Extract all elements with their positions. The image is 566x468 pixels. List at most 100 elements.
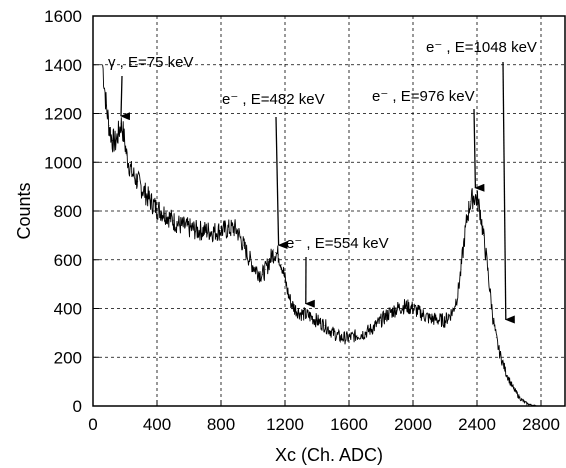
data-point bbox=[372, 327, 374, 329]
annotation-label: e⁻ , E=976 keV bbox=[372, 88, 475, 105]
data-point bbox=[143, 191, 145, 192]
data-point bbox=[204, 230, 206, 231]
data-point bbox=[278, 254, 279, 256]
x-axis-title: Xc (Ch. ADC) bbox=[275, 445, 383, 465]
annotation-label: e⁻ , E=1048 keV bbox=[426, 39, 537, 56]
data-point bbox=[196, 230, 198, 231]
data-point bbox=[156, 208, 158, 209]
data-point bbox=[212, 231, 214, 233]
data-point bbox=[527, 403, 529, 405]
data-point bbox=[452, 310, 454, 312]
y-tick-label: 1400 bbox=[44, 56, 82, 75]
annotation-label: e⁻ , E=554 keV bbox=[286, 235, 389, 252]
data-point bbox=[275, 252, 276, 253]
data-point bbox=[287, 293, 289, 295]
data-point bbox=[123, 132, 124, 134]
data-point bbox=[284, 278, 286, 280]
data-point bbox=[262, 273, 263, 275]
data-point bbox=[268, 261, 270, 263]
y-tick-label: 0 bbox=[73, 397, 82, 416]
data-point bbox=[118, 132, 119, 134]
data-point bbox=[228, 228, 230, 230]
series-layer bbox=[102, 64, 542, 406]
x-tick-label: 400 bbox=[143, 415, 171, 434]
tick-labels: 0 400 800 1200 1600 2000 2400 2800 0 200 400 600 800… bbox=[44, 7, 560, 434]
data-point bbox=[188, 227, 190, 229]
data-point bbox=[460, 269, 462, 270]
data-point bbox=[180, 225, 182, 227]
data-point bbox=[476, 198, 478, 200]
data-point bbox=[300, 312, 302, 314]
data-point bbox=[479, 210, 481, 212]
annotation-arrow bbox=[502, 61, 515, 324]
data-point bbox=[271, 254, 273, 256]
data-point bbox=[243, 244, 244, 246]
data-point bbox=[483, 234, 484, 236]
data-point bbox=[131, 171, 132, 173]
y-axis-title: Counts bbox=[14, 182, 34, 239]
data-point bbox=[515, 390, 516, 392]
data-point bbox=[164, 213, 166, 214]
x-tick-label: 800 bbox=[207, 415, 235, 434]
annotations: γ , E=75 keV e⁻ , E=482 keV e⁻ , E=554 keV… bbox=[108, 39, 537, 324]
data-point bbox=[233, 227, 235, 229]
data-point bbox=[255, 269, 257, 270]
y-tick-label: 400 bbox=[54, 300, 82, 319]
y-tick-label: 1600 bbox=[44, 7, 82, 26]
data-point bbox=[511, 386, 513, 387]
data-point bbox=[518, 395, 519, 397]
data-point bbox=[294, 308, 295, 309]
grid-lines bbox=[93, 16, 565, 406]
x-tick-label: 2400 bbox=[458, 415, 496, 434]
data-point bbox=[404, 305, 406, 307]
annotation-label: γ , E=75 keV bbox=[108, 54, 193, 71]
data-point bbox=[111, 139, 113, 141]
data-point bbox=[281, 264, 283, 266]
data-point bbox=[524, 401, 526, 403]
data-point bbox=[102, 64, 103, 66]
data-point bbox=[499, 351, 500, 353]
data-point bbox=[291, 303, 292, 305]
data-point bbox=[489, 288, 491, 290]
data-point bbox=[470, 200, 471, 202]
data-point bbox=[340, 337, 342, 339]
x-tick-label: 2000 bbox=[394, 415, 432, 434]
data-point bbox=[239, 237, 241, 239]
data-point bbox=[492, 317, 494, 319]
data-point bbox=[495, 337, 497, 339]
data-point bbox=[467, 215, 468, 217]
data-point bbox=[444, 320, 446, 322]
annotation-arrow bbox=[473, 108, 485, 192]
data-point bbox=[332, 332, 334, 334]
data-point bbox=[126, 154, 127, 156]
y-tick-label: 800 bbox=[54, 202, 82, 221]
y-tick-label: 600 bbox=[54, 251, 82, 270]
x-tick-label: 1200 bbox=[266, 415, 304, 434]
data-point bbox=[220, 230, 222, 231]
data-point bbox=[428, 317, 430, 319]
data-point bbox=[236, 230, 238, 231]
data-point bbox=[388, 312, 390, 314]
data-point bbox=[259, 272, 260, 274]
annotation-arrow bbox=[275, 116, 288, 250]
spectrum-series-line bbox=[102, 64, 541, 406]
data-point bbox=[457, 293, 459, 295]
data-point bbox=[249, 259, 251, 261]
data-point bbox=[364, 332, 366, 334]
data-point bbox=[412, 308, 414, 309]
data-point bbox=[172, 220, 174, 222]
data-point bbox=[316, 320, 318, 322]
data-point bbox=[115, 142, 116, 144]
data-point bbox=[502, 361, 503, 363]
data-point bbox=[308, 315, 310, 317]
x-tick-label: 1600 bbox=[330, 415, 368, 434]
annotation-label: e⁻ , E=482 keV bbox=[222, 91, 325, 108]
annotation-arrow bbox=[120, 75, 131, 121]
data-point bbox=[473, 195, 475, 197]
data-point bbox=[356, 334, 358, 336]
data-point bbox=[396, 308, 398, 309]
data-point bbox=[420, 312, 422, 314]
data-point bbox=[105, 100, 107, 102]
data-point bbox=[150, 200, 152, 202]
